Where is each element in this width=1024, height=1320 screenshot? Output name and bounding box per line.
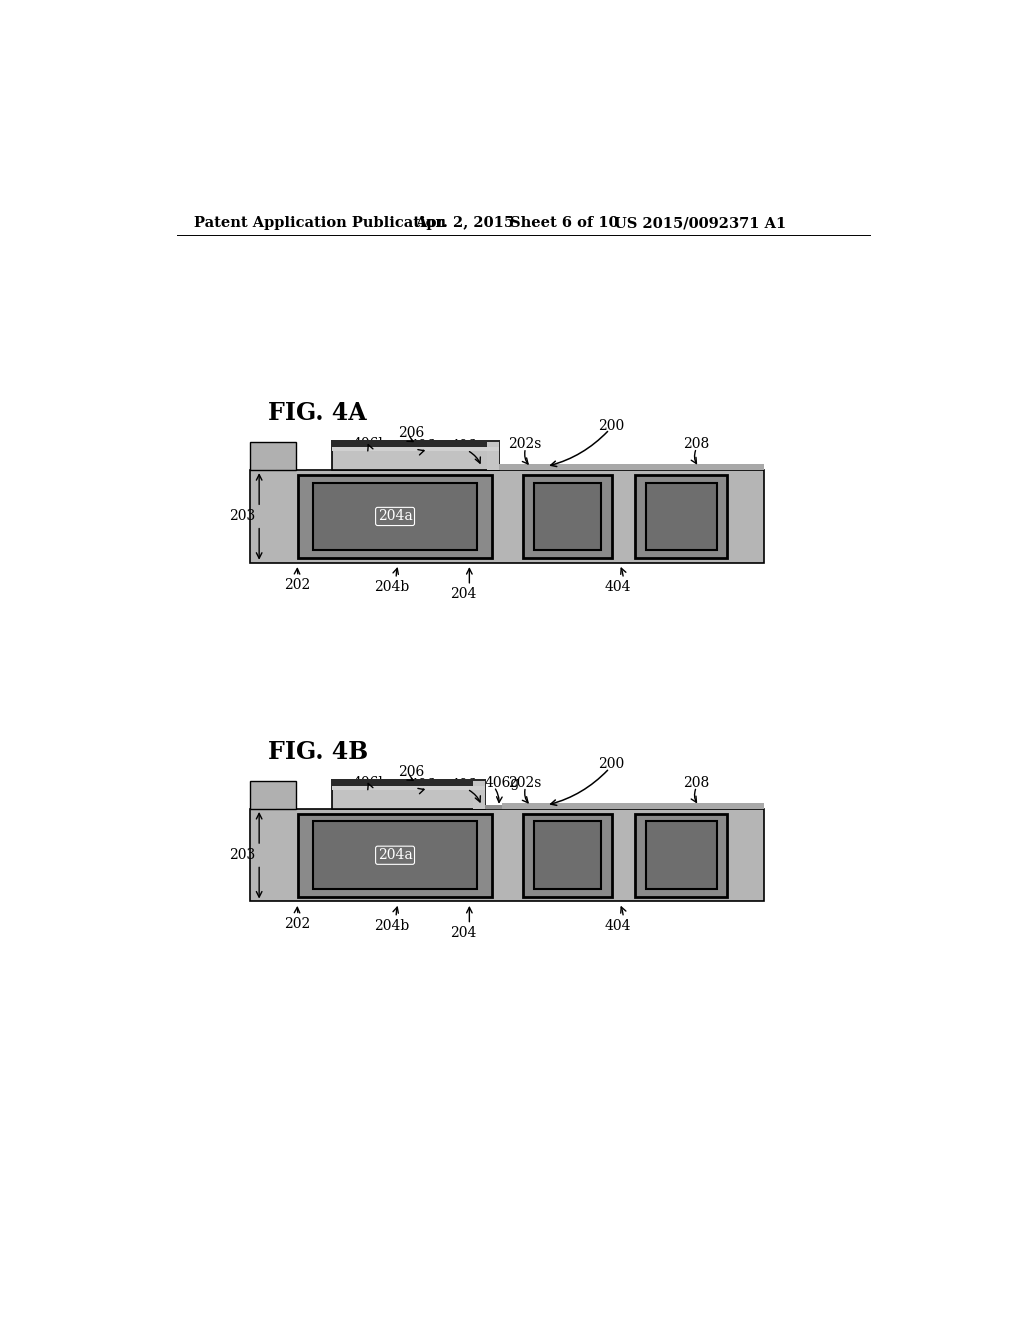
Bar [331, 441, 500, 447]
Bar [331, 779, 486, 785]
Bar [535, 483, 601, 550]
Text: 404: 404 [604, 919, 631, 933]
Bar [484, 805, 502, 809]
Bar [646, 483, 717, 550]
Text: 406c: 406c [410, 779, 443, 792]
Text: 406a: 406a [451, 779, 485, 792]
Text: 406b: 406b [352, 776, 387, 789]
Bar [502, 803, 764, 809]
Text: Sheet 6 of 10: Sheet 6 of 10 [510, 216, 618, 230]
Text: 204: 204 [451, 587, 476, 602]
Bar [473, 780, 484, 809]
Bar [535, 821, 601, 890]
Bar [487, 442, 499, 470]
Bar [313, 821, 477, 890]
Text: 200: 200 [598, 758, 625, 771]
Text: 206: 206 [398, 766, 425, 779]
Text: 203: 203 [229, 510, 255, 524]
Bar [333, 780, 484, 809]
Bar [499, 465, 764, 470]
Text: 204b: 204b [374, 581, 410, 594]
Text: 202s: 202s [508, 776, 542, 789]
Bar [333, 447, 499, 451]
Bar [250, 780, 296, 809]
Bar [298, 475, 493, 558]
Text: 406g: 406g [484, 776, 520, 789]
Bar [523, 475, 611, 558]
Text: 406b: 406b [352, 437, 387, 451]
Text: Apr. 2, 2015: Apr. 2, 2015 [416, 216, 515, 230]
Text: 204b: 204b [374, 919, 410, 933]
Text: 204: 204 [451, 927, 476, 940]
Bar [523, 813, 611, 896]
Bar [635, 475, 727, 558]
Text: 202: 202 [285, 917, 311, 931]
Text: FIG. 4A: FIG. 4A [267, 401, 367, 425]
Text: 404: 404 [604, 581, 631, 594]
Text: 200: 200 [598, 418, 625, 433]
Text: 202: 202 [285, 578, 311, 593]
Text: 203: 203 [229, 849, 255, 862]
Text: FIG. 4B: FIG. 4B [267, 739, 368, 764]
Text: 208: 208 [683, 437, 710, 451]
Text: 406a: 406a [451, 440, 485, 454]
Bar [250, 470, 764, 562]
Bar [635, 813, 727, 896]
Text: US 2015/0092371 A1: US 2015/0092371 A1 [614, 216, 786, 230]
Bar [646, 821, 717, 890]
Bar [250, 809, 764, 902]
Bar [333, 442, 499, 470]
Text: 208: 208 [683, 776, 710, 789]
Text: 206: 206 [398, 426, 425, 441]
Bar [333, 785, 484, 789]
Text: 406c: 406c [410, 440, 443, 454]
Bar [298, 813, 493, 896]
Text: 204a: 204a [378, 510, 413, 524]
Text: Patent Application Publication: Patent Application Publication [194, 216, 445, 230]
Text: 204a: 204a [378, 849, 413, 862]
Bar [250, 442, 296, 470]
Bar [313, 483, 477, 550]
Text: 202s: 202s [508, 437, 542, 451]
